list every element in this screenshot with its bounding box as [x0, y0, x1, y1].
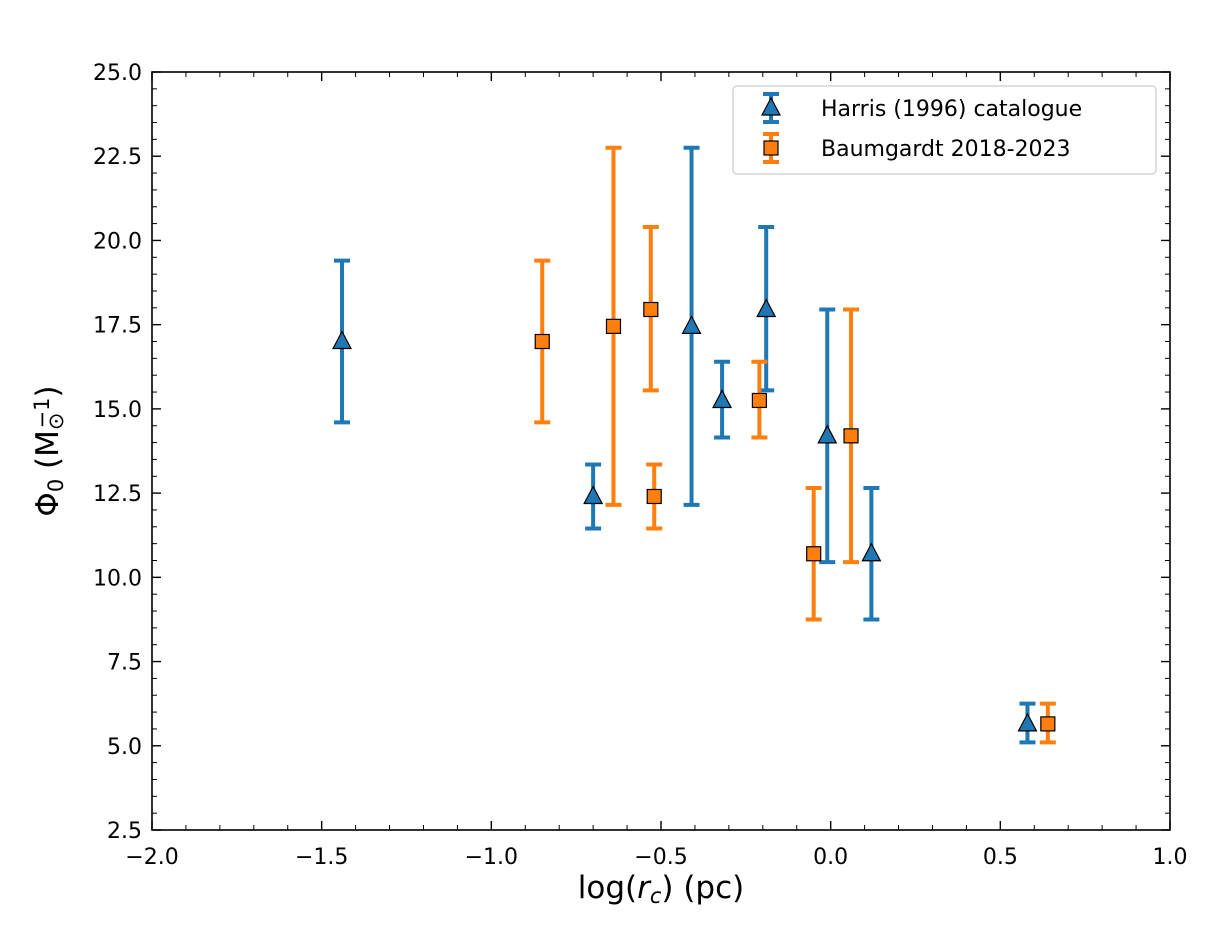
data-point — [1017, 701, 1038, 745]
legend-item: Harris (1996) catalogue — [761, 92, 1082, 124]
data-point — [805, 486, 822, 622]
data-point — [332, 258, 353, 425]
data-point — [751, 359, 768, 440]
minor-ticks — [152, 72, 1170, 830]
triangle-marker — [583, 485, 604, 505]
y-tick-label: 7.5 — [107, 651, 142, 676]
triangle-marker — [817, 424, 838, 444]
data-point — [756, 224, 777, 393]
x-tick-label: −1.0 — [465, 845, 518, 870]
data-point — [534, 258, 551, 425]
legend-item: Baumgardt 2018-2023 — [763, 132, 1071, 164]
triangle-marker — [756, 298, 777, 318]
triangle-marker — [1017, 712, 1038, 732]
square-marker — [1040, 716, 1056, 732]
series-harris — [332, 145, 1038, 745]
y-tick-label: 25.0 — [93, 61, 142, 86]
y-tick-labels: 2.5 5.0 7.5 10.0 12.5 15.0 17.5 20.0 22.5 25.0 — [93, 61, 142, 844]
y-tick-label: 15.0 — [93, 398, 142, 423]
data-point — [605, 145, 622, 507]
square-marker — [534, 333, 550, 350]
legend-box — [732, 85, 1157, 175]
legend-label: Harris (1996) catalogue — [821, 97, 1082, 122]
data-point — [817, 307, 838, 565]
data-point — [681, 145, 702, 507]
x-axis-label: log(rc) (pc) — [578, 870, 745, 908]
data-point — [712, 359, 733, 440]
square-marker — [751, 392, 768, 409]
x-tick-label: 0.0 — [813, 845, 848, 870]
square-marker — [605, 318, 622, 334]
y-tick-label: 10.0 — [93, 566, 142, 591]
x-tick-labels: −2.0 −1.5 −1.0 −0.5 0.0 0.5 1.0 — [125, 845, 1187, 870]
major-ticks — [151, 71, 1171, 831]
legend-items: Harris (1996) catalogue Baumgardt 2018-20… — [761, 92, 1082, 164]
x-tick-label: 1.0 — [1153, 845, 1188, 870]
plot-frame — [151, 71, 1171, 831]
data-point — [843, 307, 860, 565]
triangle-marker — [712, 389, 733, 409]
legend: Harris (1996) catalogue Baumgardt 2018-20… — [732, 85, 1157, 175]
y-tick-label: 17.5 — [93, 314, 142, 339]
legend-label: Baumgardt 2018-2023 — [821, 137, 1071, 162]
square-marker — [643, 301, 659, 318]
y-tick-label: 2.5 — [107, 819, 142, 844]
y-tick-label: 12.5 — [93, 482, 142, 507]
triangle-marker — [681, 315, 702, 334]
data-point — [583, 462, 604, 531]
x-tick-label: −2.0 — [125, 845, 178, 870]
square-marker — [646, 488, 662, 505]
legend-triangle-marker — [761, 96, 781, 116]
x-tick-label: 0.5 — [983, 845, 1018, 870]
triangle-marker — [861, 542, 882, 562]
y-tick-label: 20.0 — [93, 229, 142, 254]
data-point — [1039, 701, 1056, 745]
y-tick-label: 5.0 — [107, 735, 142, 760]
y-axis-label: Φ0 (M⊙−1) — [30, 385, 69, 516]
data-point — [642, 224, 659, 393]
legend-square-marker — [763, 140, 779, 156]
y-tick-label: 22.5 — [93, 145, 142, 170]
square-marker — [806, 546, 822, 562]
data-point — [646, 462, 663, 531]
square-marker — [843, 428, 859, 444]
data-point — [861, 486, 882, 622]
triangle-marker — [332, 330, 353, 350]
x-tick-label: −0.5 — [634, 845, 687, 870]
series-baumgardt — [534, 145, 1056, 745]
series-layer — [332, 145, 1056, 745]
x-tick-label: −1.5 — [295, 845, 348, 870]
